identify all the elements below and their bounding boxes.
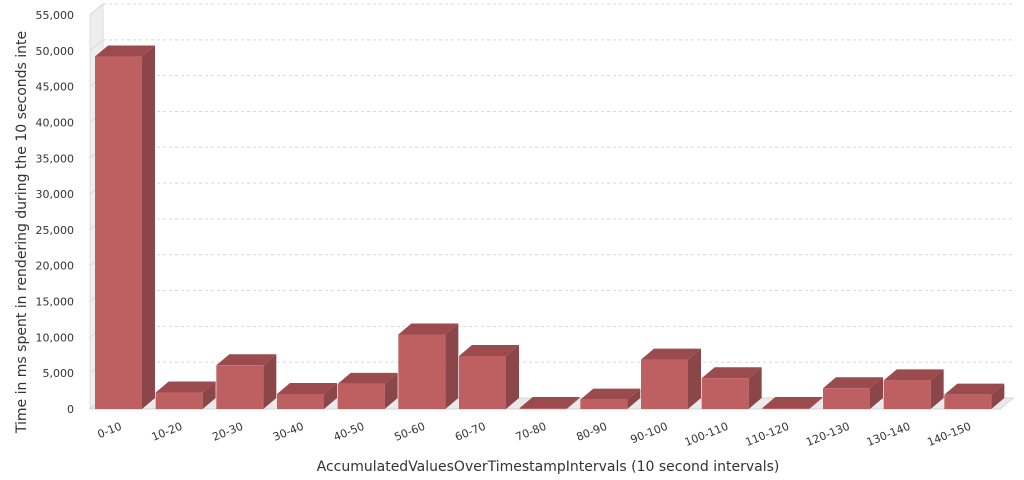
y-axis-title: Time in ms spent in rendering during the… <box>14 31 30 434</box>
bar-top <box>944 383 1005 395</box>
y-tick-label: 55,000 <box>36 9 75 22</box>
bar-front <box>519 408 567 409</box>
y-tick-label: 0 <box>67 403 74 416</box>
bar-top <box>155 381 216 393</box>
x-tick-label: 70-80 <box>514 420 549 444</box>
bar-side <box>202 381 216 409</box>
bar-side <box>324 382 337 409</box>
bar-side <box>748 367 762 409</box>
bar-top <box>580 388 641 400</box>
x-tick-label: 0-10 <box>96 420 124 441</box>
x-tick-label: 110-120 <box>743 420 790 449</box>
y-tick-label: 35,000 <box>36 152 75 165</box>
bar-top <box>277 382 337 394</box>
y-tick-label: 15,000 <box>36 296 75 309</box>
y-tick-labels: 0 5,000 10,000 15,000 20,000 25,000 30,000 35,0… <box>36 9 75 416</box>
bar <box>216 354 277 409</box>
bar-side <box>991 383 1005 409</box>
x-tick-label: 40-50 <box>332 420 367 444</box>
bar <box>701 367 762 409</box>
y-tick-label: 50,000 <box>36 45 75 58</box>
bar-front <box>823 388 870 409</box>
bar-top <box>519 397 580 408</box>
bar-top <box>337 372 398 384</box>
bar <box>519 397 580 409</box>
bar-top <box>883 369 944 381</box>
bar-side <box>930 369 944 409</box>
bar-top <box>216 354 277 366</box>
bar-front <box>216 365 264 409</box>
bar-front <box>337 383 385 409</box>
bar <box>95 45 155 409</box>
bar-front <box>580 399 628 409</box>
bar-side <box>688 348 701 409</box>
bar-top <box>701 367 762 379</box>
bar-front <box>944 394 992 409</box>
bar-side <box>445 323 459 409</box>
bar-front <box>883 380 931 409</box>
y-tick-label: 10,000 <box>36 331 75 344</box>
bar-front <box>95 56 142 409</box>
bar-side <box>142 45 155 409</box>
x-tick-label: 130-140 <box>865 420 912 449</box>
bar-top <box>641 348 701 360</box>
bar-top <box>398 323 459 335</box>
x-tick-label: 120-130 <box>804 420 851 449</box>
y-tick-label: 5,000 <box>43 367 75 380</box>
gridline-wall <box>89 3 104 16</box>
bar-front <box>762 408 810 409</box>
y-tick-label: 45,000 <box>36 81 75 94</box>
x-tick-label: 80-90 <box>574 420 609 444</box>
bar-side <box>566 397 580 409</box>
bar <box>459 344 519 409</box>
gridline-wall <box>89 39 104 52</box>
y-tick-label: 40,000 <box>36 116 75 129</box>
bar-side <box>506 344 519 409</box>
bar <box>823 377 883 409</box>
bar <box>883 369 944 409</box>
bar-side <box>809 397 823 409</box>
x-tick-label: 140-150 <box>925 420 972 449</box>
bar-side <box>627 388 641 409</box>
y-tick-label: 30,000 <box>36 188 75 201</box>
gridlines <box>89 3 1013 410</box>
x-tick-label: 90-100 <box>629 420 670 447</box>
y-tick-label: 25,000 <box>36 224 75 237</box>
bar-top <box>95 45 155 57</box>
x-tick-label: 30-40 <box>271 420 306 444</box>
bar-side <box>384 372 398 409</box>
x-tick-label: 100-110 <box>683 420 730 449</box>
y-tick-label: 20,000 <box>36 260 75 273</box>
x-tick-label: 50-60 <box>392 420 427 444</box>
chart-background <box>88 2 1015 411</box>
bar-side <box>870 377 883 409</box>
bars <box>95 45 1005 409</box>
bar-front <box>701 378 749 409</box>
bar <box>337 372 398 409</box>
x-tick-labels: 0-10 10-20 20-30 30-40 40-50 50-60 60-70 70-80 8… <box>96 420 973 449</box>
bar-side <box>263 354 277 409</box>
bar <box>944 383 1005 409</box>
x-tick-label: 20-30 <box>210 420 245 444</box>
bar <box>277 382 337 409</box>
bar-top <box>823 377 883 389</box>
bar-front <box>155 392 203 409</box>
x-tick-label: 10-20 <box>150 420 185 444</box>
bar <box>580 388 641 409</box>
bar-front <box>641 359 688 409</box>
bar <box>398 323 459 409</box>
bar-top <box>762 397 823 408</box>
bar-front <box>277 393 324 409</box>
bar-front <box>459 355 506 409</box>
x-tick-label: 60-70 <box>453 420 488 444</box>
bar <box>762 397 823 409</box>
bar-top <box>459 344 519 356</box>
bar <box>641 348 701 409</box>
bar <box>155 381 216 409</box>
x-axis-title: AccumulatedValuesOverTimestampIntervals … <box>317 459 780 475</box>
bar-front <box>398 334 446 409</box>
